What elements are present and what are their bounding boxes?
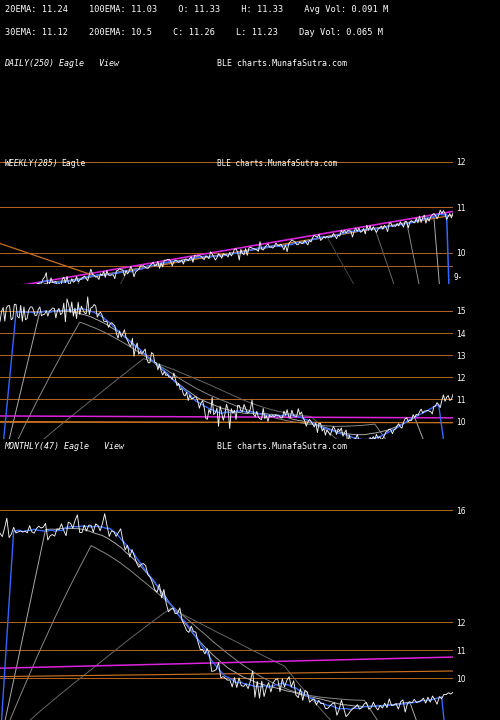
Text: DAILY(250) Eagle   View: DAILY(250) Eagle View bbox=[4, 59, 119, 68]
Text: 30EMA: 11.12    200EMA: 10.5    C: 11.26    L: 11.23    Day Vol: 0.065 M: 30EMA: 11.12 200EMA: 10.5 C: 11.26 L: 11… bbox=[4, 28, 382, 37]
Text: 20EMA: 11.24    100EMA: 11.03    O: 11.33    H: 11.33    Avg Vol: 0.091 M: 20EMA: 11.24 100EMA: 11.03 O: 11.33 H: 1… bbox=[4, 4, 388, 14]
Text: 9-: 9- bbox=[454, 273, 462, 282]
Text: MONTHLY(47) Eagle   View: MONTHLY(47) Eagle View bbox=[4, 442, 124, 451]
Text: BLE charts.MunafaSutra.com: BLE charts.MunafaSutra.com bbox=[218, 158, 338, 168]
Text: Eagle: Eagle bbox=[61, 158, 86, 168]
Text: WEEKLY(285): WEEKLY(285) bbox=[4, 158, 58, 168]
Text: BLE charts.MunafaSutra.com: BLE charts.MunafaSutra.com bbox=[218, 442, 348, 451]
Text: BLE charts.MunafaSutra.com: BLE charts.MunafaSutra.com bbox=[218, 59, 348, 68]
